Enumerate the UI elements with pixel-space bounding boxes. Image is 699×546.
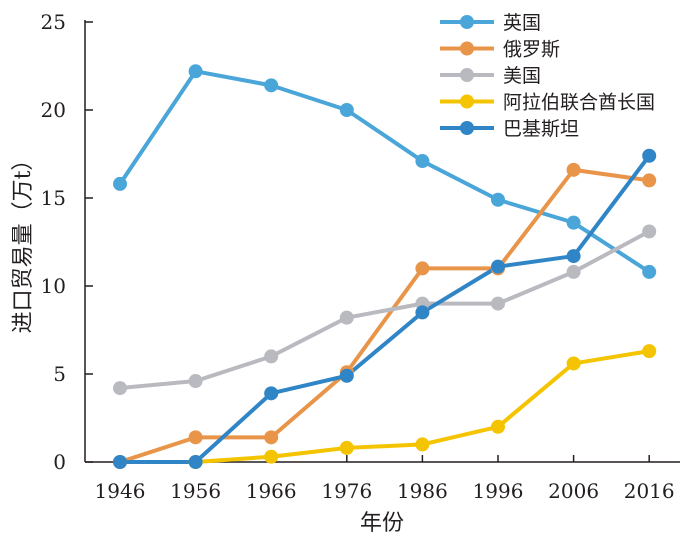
legend-swatch-marker	[460, 68, 474, 82]
data-point-2	[339, 310, 354, 325]
data-point-1	[264, 430, 279, 445]
data-point-0	[264, 78, 279, 93]
data-point-2	[491, 296, 505, 311]
data-point-2	[642, 224, 657, 239]
series-line-0	[118, 69, 652, 274]
data-point-3	[264, 449, 279, 464]
legend-label: 阿拉伯联合酋长国	[503, 92, 655, 114]
x-axis-title: 年份	[360, 511, 404, 536]
data-point-0	[113, 176, 127, 191]
data-point-4	[264, 386, 279, 401]
legend-swatch-marker	[460, 41, 474, 56]
series-lines	[118, 69, 652, 464]
legend-label: 俄罗斯	[503, 39, 560, 61]
axes	[84, 20, 680, 463]
data-point-0	[642, 264, 657, 279]
data-point-4	[339, 368, 354, 383]
legend-label: 英国	[503, 12, 541, 34]
legend-swatch-marker	[460, 15, 474, 29]
x-tick-label: 1996	[473, 479, 524, 503]
legend-label: 美国	[503, 65, 541, 87]
y-tick-label: 10	[41, 274, 66, 298]
data-point-4	[491, 259, 505, 274]
series-points	[113, 64, 657, 469]
data-point-0	[566, 215, 581, 230]
series-line-1	[118, 167, 652, 464]
legend-label: 巴基斯坦	[503, 118, 579, 140]
x-ticks: 1946 1956 1966 1976 1986 1996 2006 2016	[95, 455, 675, 503]
data-point-3	[642, 344, 657, 359]
data-point-0	[491, 192, 505, 207]
x-tick-label: 1956	[170, 479, 221, 503]
data-point-2	[188, 374, 203, 389]
series-line-2	[118, 229, 652, 391]
x-tick-label: 1986	[397, 479, 448, 503]
data-point-0	[188, 64, 203, 79]
data-point-4	[642, 148, 657, 163]
data-point-4	[566, 249, 581, 264]
x-tick-label: 1966	[246, 479, 297, 503]
data-point-0	[339, 103, 354, 117]
x-tick-label: 1946	[95, 479, 146, 503]
data-point-1	[642, 173, 657, 188]
y-tick-label: 0	[53, 450, 66, 474]
data-point-1	[188, 430, 203, 445]
data-point-4	[188, 455, 203, 469]
legend-swatch-marker	[460, 94, 474, 109]
y-ticks: 0 5 10 15 20 25	[41, 10, 93, 474]
y-tick-label: 20	[41, 98, 66, 122]
data-point-4	[415, 305, 430, 320]
legend-swatch-marker	[460, 121, 474, 135]
y-axis-title: 进口贸易量（万t）	[11, 149, 36, 334]
x-tick-label: 2016	[624, 479, 675, 503]
data-point-3	[566, 356, 581, 371]
data-point-2	[113, 381, 127, 396]
data-point-1	[415, 261, 430, 276]
data-point-3	[415, 437, 430, 452]
data-point-2	[264, 349, 279, 364]
y-tick-label: 25	[41, 10, 66, 34]
data-point-4	[113, 455, 127, 469]
y-tick-label: 5	[53, 362, 66, 386]
data-point-2	[566, 264, 581, 279]
data-point-3	[491, 419, 505, 434]
y-tick-label: 15	[41, 186, 66, 210]
series-line-4	[118, 153, 652, 464]
x-tick-label: 2006	[548, 479, 599, 503]
data-point-1	[566, 162, 581, 177]
x-tick-label: 1976	[321, 479, 372, 503]
data-point-3	[339, 440, 354, 455]
data-point-0	[415, 154, 430, 169]
